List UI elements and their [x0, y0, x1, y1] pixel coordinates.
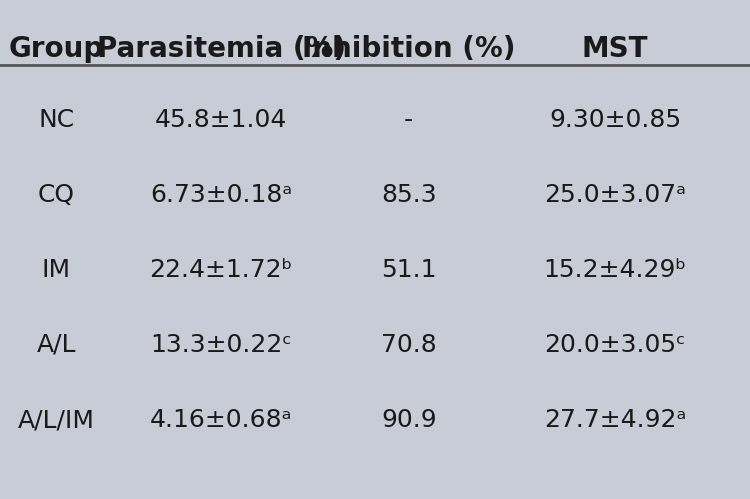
Text: 22.4±1.72ᵇ: 22.4±1.72ᵇ [149, 258, 293, 282]
Text: Inhibition (%): Inhibition (%) [302, 35, 515, 63]
Text: A/L: A/L [37, 333, 76, 357]
Text: 85.3: 85.3 [381, 183, 436, 207]
Text: 13.3±0.22ᶜ: 13.3±0.22ᶜ [151, 333, 292, 357]
Text: Group: Group [9, 35, 104, 63]
Text: -: - [404, 108, 413, 132]
Text: IM: IM [42, 258, 70, 282]
Text: 27.7±4.92ᵃ: 27.7±4.92ᵃ [544, 408, 686, 432]
Text: 4.16±0.68ᵃ: 4.16±0.68ᵃ [150, 408, 292, 432]
Text: A/L/IM: A/L/IM [18, 408, 94, 432]
Text: CQ: CQ [38, 183, 75, 207]
Text: Parasitemia (%): Parasitemia (%) [97, 35, 346, 63]
Text: 15.2±4.29ᵇ: 15.2±4.29ᵇ [544, 258, 686, 282]
Text: 25.0±3.07ᵃ: 25.0±3.07ᵃ [544, 183, 686, 207]
Text: 51.1: 51.1 [381, 258, 436, 282]
Text: 70.8: 70.8 [381, 333, 436, 357]
Text: 20.0±3.05ᶜ: 20.0±3.05ᶜ [544, 333, 686, 357]
Text: MST: MST [582, 35, 648, 63]
Text: 6.73±0.18ᵃ: 6.73±0.18ᵃ [150, 183, 292, 207]
Text: 9.30±0.85: 9.30±0.85 [549, 108, 681, 132]
Text: 90.9: 90.9 [381, 408, 436, 432]
Text: 45.8±1.04: 45.8±1.04 [155, 108, 287, 132]
Text: NC: NC [38, 108, 74, 132]
